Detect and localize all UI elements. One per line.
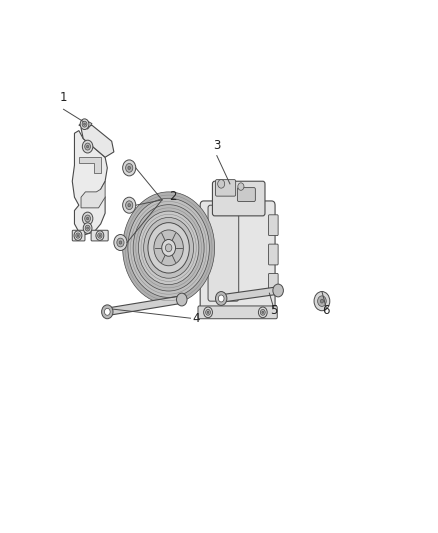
Circle shape bbox=[206, 309, 210, 315]
Circle shape bbox=[273, 284, 283, 297]
Circle shape bbox=[258, 307, 267, 318]
Polygon shape bbox=[72, 131, 107, 235]
FancyBboxPatch shape bbox=[268, 244, 278, 265]
Circle shape bbox=[83, 223, 92, 233]
Circle shape bbox=[133, 205, 204, 291]
Text: 3: 3 bbox=[213, 139, 220, 152]
Circle shape bbox=[85, 225, 90, 231]
Circle shape bbox=[154, 230, 184, 266]
Circle shape bbox=[218, 295, 224, 302]
Circle shape bbox=[87, 227, 88, 229]
Circle shape bbox=[102, 305, 113, 319]
Circle shape bbox=[87, 217, 88, 220]
Text: 1: 1 bbox=[60, 91, 67, 104]
Circle shape bbox=[114, 235, 127, 251]
Polygon shape bbox=[81, 125, 114, 157]
Circle shape bbox=[144, 217, 194, 278]
Polygon shape bbox=[81, 181, 105, 208]
Circle shape bbox=[76, 233, 80, 238]
FancyBboxPatch shape bbox=[268, 215, 278, 236]
Text: 4: 4 bbox=[193, 312, 200, 326]
FancyBboxPatch shape bbox=[208, 205, 239, 301]
Circle shape bbox=[177, 293, 187, 306]
Circle shape bbox=[215, 292, 227, 305]
Polygon shape bbox=[79, 157, 101, 173]
Circle shape bbox=[123, 160, 136, 176]
Circle shape bbox=[128, 166, 131, 169]
FancyBboxPatch shape bbox=[72, 230, 85, 241]
FancyBboxPatch shape bbox=[198, 306, 277, 319]
Circle shape bbox=[96, 231, 104, 240]
Circle shape bbox=[126, 164, 133, 172]
FancyBboxPatch shape bbox=[212, 181, 265, 216]
FancyBboxPatch shape bbox=[200, 201, 275, 316]
Circle shape bbox=[260, 309, 265, 315]
Polygon shape bbox=[79, 120, 92, 129]
Circle shape bbox=[85, 143, 91, 150]
Circle shape bbox=[238, 183, 244, 190]
FancyBboxPatch shape bbox=[215, 180, 236, 196]
Circle shape bbox=[166, 244, 172, 252]
Circle shape bbox=[82, 140, 93, 153]
Circle shape bbox=[85, 215, 91, 222]
Circle shape bbox=[82, 212, 93, 225]
Circle shape bbox=[117, 238, 124, 247]
FancyBboxPatch shape bbox=[237, 188, 255, 201]
Circle shape bbox=[98, 233, 102, 238]
Circle shape bbox=[204, 307, 212, 318]
Circle shape bbox=[123, 197, 136, 213]
Circle shape bbox=[99, 235, 101, 237]
Text: 6: 6 bbox=[322, 304, 330, 318]
Circle shape bbox=[123, 192, 215, 304]
FancyBboxPatch shape bbox=[91, 230, 108, 241]
Circle shape bbox=[162, 239, 176, 256]
Circle shape bbox=[262, 311, 264, 313]
Circle shape bbox=[207, 311, 209, 313]
Text: 2: 2 bbox=[169, 190, 176, 203]
Circle shape bbox=[218, 180, 225, 188]
Circle shape bbox=[84, 123, 85, 125]
Circle shape bbox=[105, 308, 110, 315]
Circle shape bbox=[320, 299, 324, 303]
Circle shape bbox=[82, 121, 87, 127]
FancyBboxPatch shape bbox=[268, 273, 278, 294]
Circle shape bbox=[119, 241, 122, 244]
Circle shape bbox=[126, 201, 133, 209]
Circle shape bbox=[80, 119, 89, 130]
Circle shape bbox=[87, 146, 88, 148]
Circle shape bbox=[314, 292, 330, 311]
Polygon shape bbox=[107, 296, 182, 316]
Circle shape bbox=[138, 211, 199, 285]
Polygon shape bbox=[221, 287, 279, 302]
Circle shape bbox=[148, 223, 189, 273]
Circle shape bbox=[77, 235, 79, 237]
Text: 5: 5 bbox=[270, 304, 277, 318]
Circle shape bbox=[318, 296, 326, 306]
Circle shape bbox=[74, 231, 82, 240]
Circle shape bbox=[128, 204, 131, 207]
Circle shape bbox=[128, 198, 209, 297]
